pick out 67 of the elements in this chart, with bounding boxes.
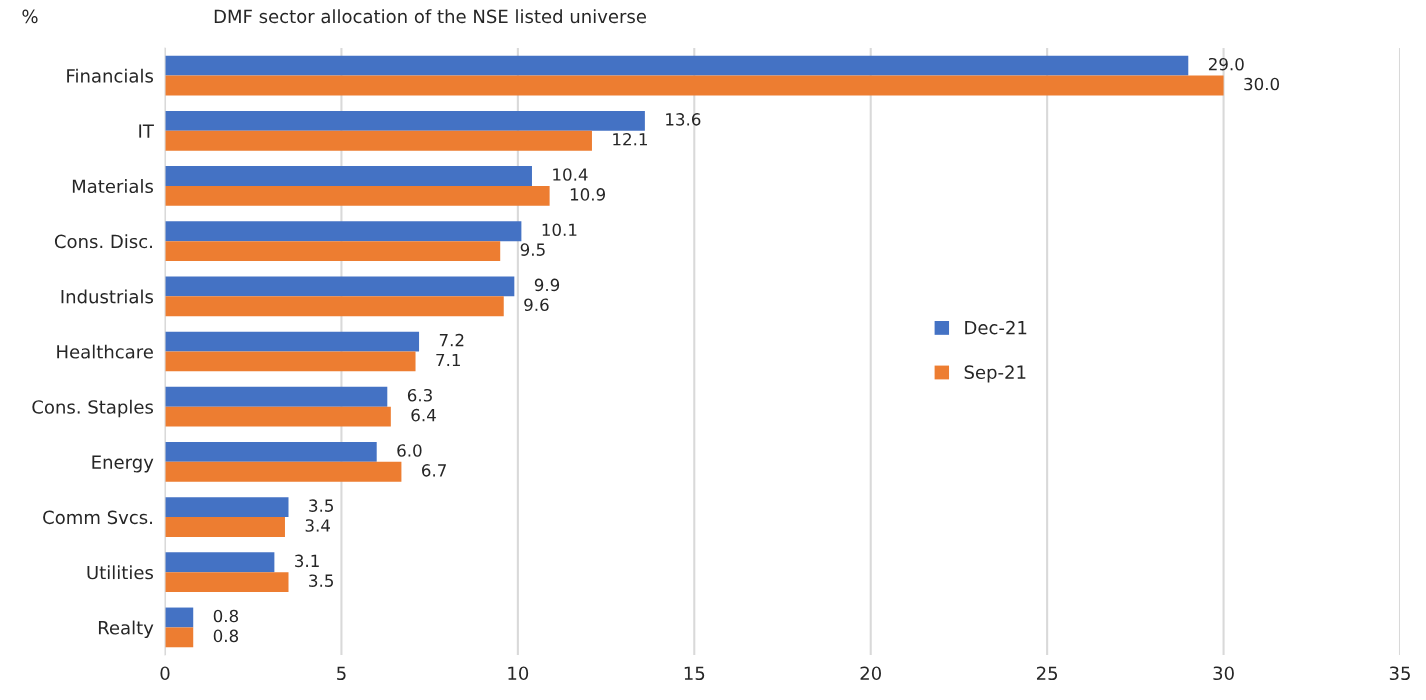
bar xyxy=(165,185,550,206)
bar xyxy=(165,607,194,628)
bar xyxy=(165,627,194,648)
bar xyxy=(165,386,388,407)
bar xyxy=(165,75,1224,96)
y-tick-label: Realty xyxy=(98,620,154,639)
data-label: 6.7 xyxy=(422,464,446,477)
data-label: 9.6 xyxy=(524,298,549,312)
y-tick-label: Healthcare xyxy=(57,344,153,359)
bar xyxy=(165,461,402,482)
bar xyxy=(165,517,285,537)
data-label: 0.8 xyxy=(213,629,239,643)
x-tick-label: 30 xyxy=(1213,666,1234,681)
y-tick-label: Industrials xyxy=(61,289,154,304)
x-tick-label: 25 xyxy=(1036,666,1058,681)
bar xyxy=(165,221,522,242)
data-label: 29.0 xyxy=(1208,57,1244,71)
data-label: 10.4 xyxy=(553,168,588,181)
data-label: 3.1 xyxy=(295,554,319,568)
data-label: 6.0 xyxy=(397,444,422,457)
x-tick-label: 0 xyxy=(160,666,170,681)
data-label: 9.9 xyxy=(534,278,560,292)
bar xyxy=(165,110,645,131)
y-tick-label: Financials xyxy=(67,68,154,83)
bar xyxy=(165,572,289,593)
bar xyxy=(165,276,515,297)
data-label: 6.4 xyxy=(411,408,436,422)
y-tick-label: Cons. Disc. xyxy=(54,234,152,249)
bar xyxy=(165,497,289,518)
bar xyxy=(165,296,504,317)
bar xyxy=(165,552,275,573)
y-tick-label: Cons. Staples xyxy=(32,399,154,418)
y-tick-label: Materials xyxy=(72,179,154,194)
x-tick-label: 10 xyxy=(508,666,529,681)
data-label: 10.1 xyxy=(542,223,577,237)
y-axis-title: % xyxy=(22,9,38,24)
data-label: 9.5 xyxy=(520,243,545,256)
y-tick-label: Comm Svcs. xyxy=(43,510,152,525)
data-label: 7.2 xyxy=(439,333,464,347)
bar xyxy=(165,55,1189,76)
bar xyxy=(165,130,592,151)
data-label: 13.6 xyxy=(666,113,701,126)
x-tick-label: 20 xyxy=(860,666,881,681)
chart-title: DMF sector allocation of the NSE listed universe xyxy=(214,9,646,24)
y-tick-label: Energy xyxy=(92,455,154,473)
x-tick-label: 35 xyxy=(1389,666,1410,681)
legend-label: Sep-21 xyxy=(964,365,1026,383)
data-label: 7.1 xyxy=(436,353,460,367)
legend-label: Dec-21 xyxy=(965,320,1027,335)
bar xyxy=(165,406,391,427)
data-label: 12.1 xyxy=(613,132,647,146)
bar xyxy=(165,331,420,352)
bar xyxy=(165,351,416,372)
data-label: 30.0 xyxy=(1244,77,1280,91)
x-tick-label: 15 xyxy=(684,666,705,681)
data-label: 3.5 xyxy=(309,574,333,587)
data-label: 6.3 xyxy=(407,388,432,402)
data-label: 3.4 xyxy=(305,519,330,532)
y-tick-label: Utilities xyxy=(87,565,154,580)
bar xyxy=(165,241,501,261)
bar xyxy=(165,166,532,186)
x-tick-label: 5 xyxy=(337,666,346,681)
data-label: 10.9 xyxy=(570,188,605,201)
data-label: 0.8 xyxy=(213,609,239,623)
y-tick-label: IT xyxy=(139,124,154,138)
data-label: 3.5 xyxy=(309,499,333,512)
bar xyxy=(165,442,377,462)
